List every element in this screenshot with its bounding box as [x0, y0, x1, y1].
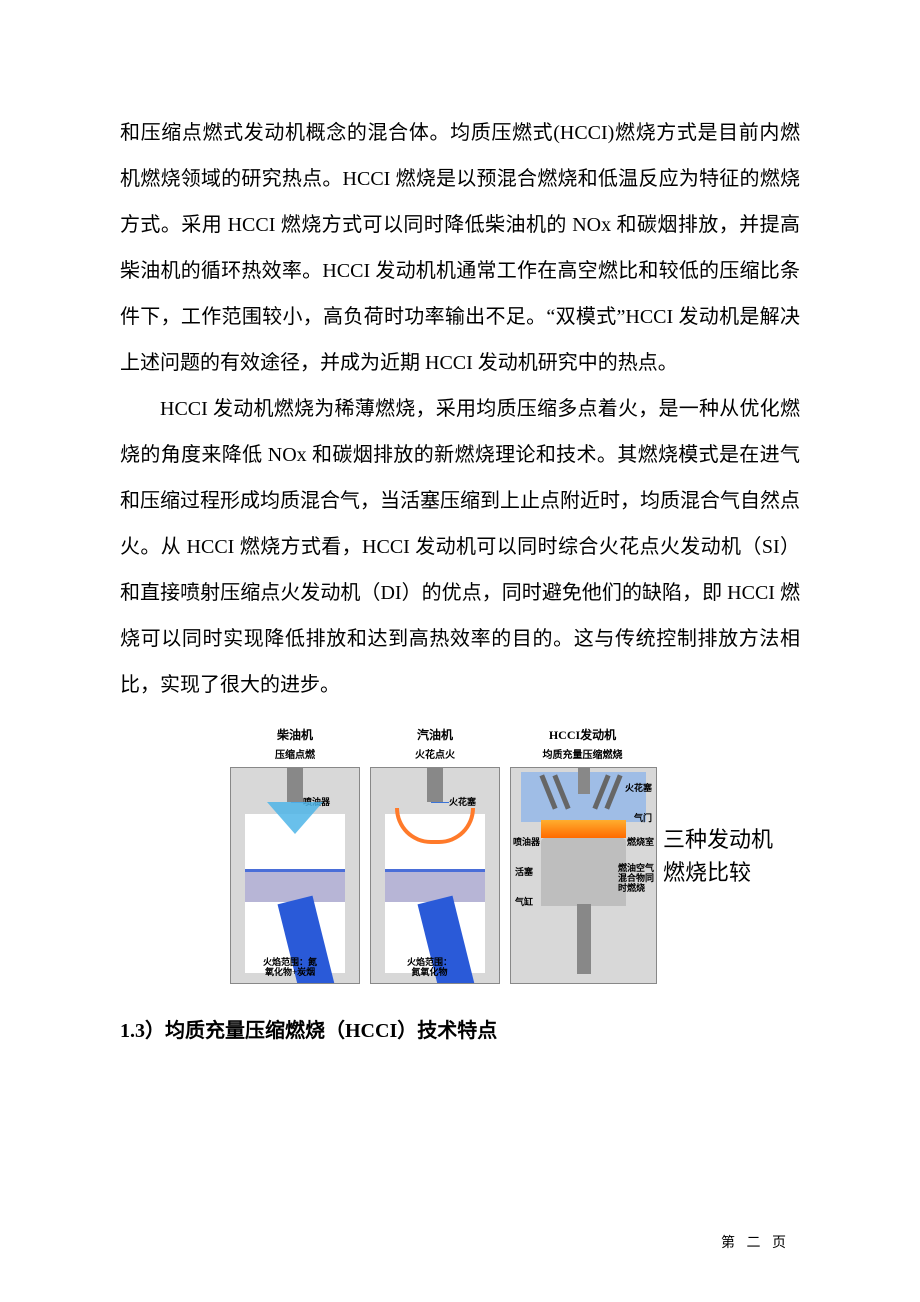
hcci-plug-label: 火花塞: [625, 784, 652, 794]
figure-panels: 柴油机 压缩点燃 喷油器 火焰范围：氮 氧化物+炭烟: [230, 728, 655, 984]
panel-diesel-subtitle: 压缩点燃: [230, 746, 360, 761]
panel-hcci: HCCI发动机 均质充量压缩燃烧 火花塞 气门 喷油器 燃烧室 活: [510, 728, 655, 984]
hcci-valve-label: 气门: [634, 814, 652, 824]
gasoline-flame-label-1: 火焰范围：: [407, 957, 452, 967]
hcci-mix-label: 燃油空气 混合物同 时燃烧: [618, 864, 654, 894]
gasoline-spark-icon: [395, 808, 475, 844]
panel-gasoline-body: 火花塞 火焰范围： 氮氧化物: [370, 767, 500, 984]
panel-hcci-subtitle: 均质充量压缩燃烧: [510, 746, 655, 761]
panel-gasoline-title: 汽油机: [370, 728, 500, 742]
panel-gasoline-subtitle: 火花点火: [370, 746, 500, 761]
panel-diesel: 柴油机 压缩点燃 喷油器 火焰范围：氮 氧化物+炭烟: [230, 728, 360, 984]
panel-diesel-body: 喷油器 火焰范围：氮 氧化物+炭烟: [230, 767, 360, 984]
hcci-cylinder-label: 气缸: [515, 898, 533, 908]
gasoline-plug-icon: [427, 768, 443, 802]
gasoline-flame-label-2: 氮氧化物: [412, 967, 448, 977]
figure-caption-line2: 燃烧比较: [663, 860, 751, 885]
hcci-chamber-label: 燃烧室: [627, 838, 654, 848]
paragraph-1: 和压缩点燃式发动机概念的混合体。均质压燃式(HCCI)燃烧方式是目前内燃机燃烧领…: [120, 110, 800, 386]
diesel-piston-icon: [245, 869, 345, 902]
diesel-flame-label-2: 氧化物+炭烟: [265, 967, 315, 977]
diesel-flame-label-1: 火焰范围：氮: [263, 957, 317, 967]
hcci-injector-label: 喷油器: [513, 838, 540, 848]
hcci-mix-label-3: 时燃烧: [618, 883, 645, 893]
figure-caption-line1: 三种发动机: [663, 827, 773, 852]
hcci-piston-label: 活塞: [515, 868, 533, 878]
panel-hcci-title: HCCI发动机: [510, 728, 655, 742]
hcci-rod-icon: [577, 904, 591, 974]
document-page: 和压缩点燃式发动机概念的混合体。均质压燃式(HCCI)燃烧方式是目前内燃机燃烧领…: [0, 0, 920, 1302]
figure-caption: 三种发动机 燃烧比较: [663, 823, 783, 889]
arrow-icon: [431, 802, 449, 803]
section-heading-1-3: 1.3）均质充量压缩燃烧（HCCI）技术特点: [120, 1014, 800, 1043]
gasoline-flame-label: 火焰范围： 氮氧化物: [407, 958, 452, 978]
diesel-cylinder-icon: [245, 814, 345, 973]
hcci-mix-label-2: 混合物同: [618, 873, 654, 883]
page-number: 第 二 页: [721, 1232, 790, 1252]
hcci-mix-label-1: 燃油空气: [618, 863, 654, 873]
engine-comparison-figure: 柴油机 压缩点燃 喷油器 火焰范围：氮 氧化物+炭烟: [230, 728, 800, 984]
panel-gasoline: 汽油机 火花点火 火花塞 火焰范围： 氮氧化物: [370, 728, 500, 984]
paragraph-2: HCCI 发动机燃烧为稀薄燃烧，采用均质压缩多点着火，是一种从优化燃烧的角度来降…: [120, 386, 800, 708]
gasoline-plug-label: 火花塞: [449, 798, 476, 808]
panel-diesel-title: 柴油机: [230, 728, 360, 742]
diesel-flame-label: 火焰范围：氮 氧化物+炭烟: [263, 958, 317, 978]
hcci-piston-icon: [541, 838, 626, 906]
gasoline-piston-icon: [385, 869, 485, 902]
hcci-combustion-icon: [541, 820, 626, 838]
panel-hcci-body: 火花塞 气门 喷油器 燃烧室 活塞 气缸 燃油空气 混合物同 时燃烧: [510, 767, 657, 984]
gasoline-cylinder-icon: [385, 814, 485, 973]
diesel-spray-icon: [267, 802, 323, 834]
diesel-injector-icon: [287, 768, 303, 802]
hcci-plug-icon: [578, 768, 590, 794]
